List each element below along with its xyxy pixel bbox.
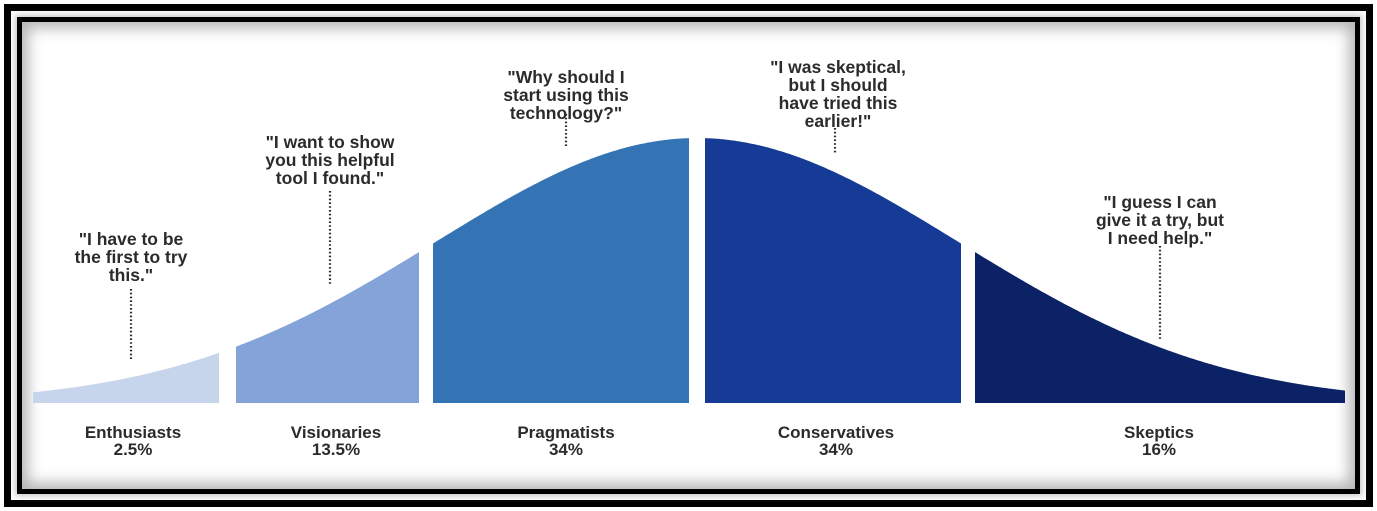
segment-name: Enthusiasts [84,423,182,442]
segment-visionaries [236,252,419,403]
segment-share: 13.5% [311,440,361,459]
quote-pragmatists: "Why should I start using this technolog… [503,67,629,123]
label-visionaries: Visionaries 13.5% [291,424,381,458]
label-enthusiasts: Enthusiasts 2.5% [85,424,181,458]
quote-visionaries: "I want to show you this helpful tool I … [265,132,395,188]
segment-name: Skeptics [1124,423,1194,442]
segment-share: 2.5% [113,440,153,459]
quote-conservatives: "I was skeptical, but I should have trie… [770,57,906,131]
segment-name: Conservatives [777,423,895,442]
segment-name: Pragmatists [517,423,615,442]
quote-enthusiasts: "I have to be the first to try this." [74,229,188,285]
segment-share: 34% [818,440,854,459]
segment-skeptics [975,252,1345,403]
label-pragmatists: Pragmatists 34% [517,424,614,458]
segment-pragmatists [433,138,689,403]
segment-name: Visionaries [290,423,382,442]
label-conservatives: Conservatives 34% [778,424,894,458]
segment-share: 34% [548,440,584,459]
segment-share: 16% [1141,440,1177,459]
quote-skeptics: "I guess I can give it a try, but I need… [1095,192,1225,248]
label-skeptics: Skeptics 16% [1124,424,1194,458]
segment-conservatives [705,138,961,403]
segment-enthusiasts [33,352,219,403]
